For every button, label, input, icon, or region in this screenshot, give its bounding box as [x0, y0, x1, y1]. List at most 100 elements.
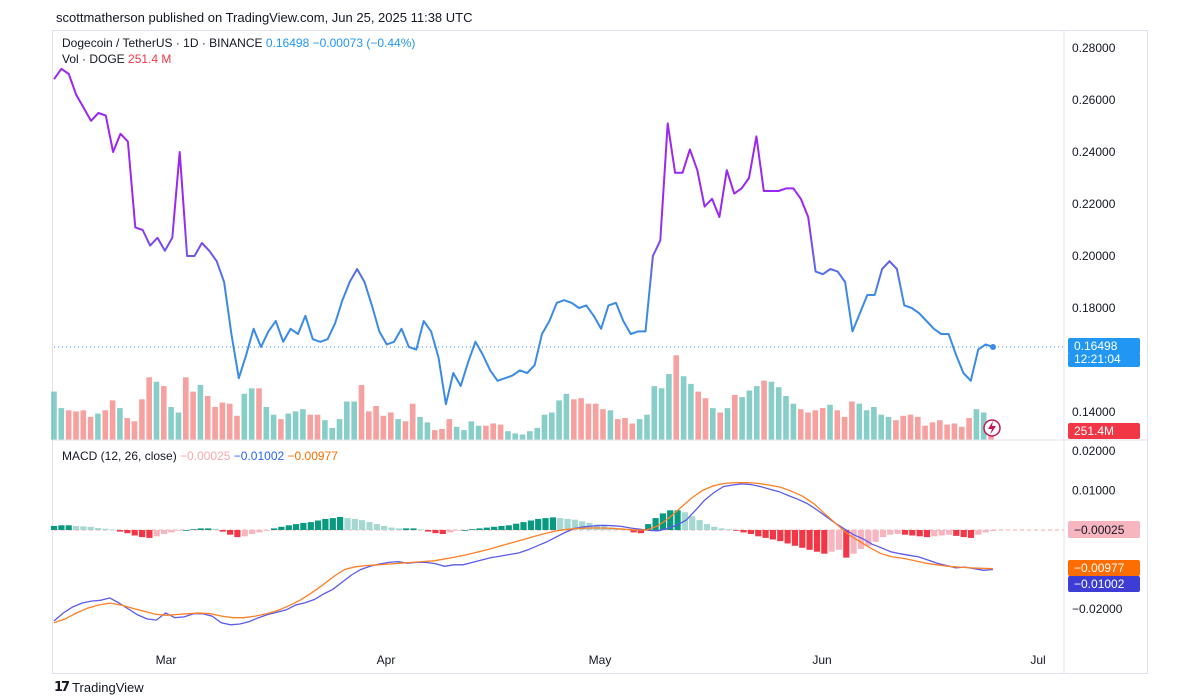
- axes: 0.28000 0.26000 0.24000 0.22000 0.20000 0.180…: [52, 30, 1148, 674]
- volume-bar: [680, 376, 687, 440]
- volume-bar: [351, 401, 357, 440]
- volume-bar: [475, 425, 482, 440]
- macd-hist-bar: [249, 530, 256, 534]
- volume-bar: [285, 413, 292, 440]
- volume-bar: [761, 380, 767, 440]
- volume-bar: [841, 416, 848, 440]
- volume-bar: [366, 411, 372, 440]
- volume-bar: [497, 424, 504, 440]
- price-tick-label: 0.14000: [1072, 405, 1116, 419]
- volume-bar: [73, 411, 79, 440]
- macd-hist-bar: [337, 517, 344, 530]
- macd-hist-bar: [520, 522, 527, 530]
- macd-hist-bar: [579, 521, 586, 530]
- macd-hist-bar: [909, 530, 916, 536]
- macd-hist-bar: [278, 526, 285, 530]
- volume-bar: [973, 409, 980, 440]
- volume-bar: [541, 414, 548, 440]
- volume-bar: [797, 409, 804, 440]
- volume-bar: [585, 403, 592, 440]
- tv-brand-text: TradingView: [72, 680, 144, 695]
- volume-bar: [937, 420, 943, 440]
- volume-bar: [483, 425, 489, 440]
- macd-hist-bar: [116, 530, 124, 532]
- volume-bar: [468, 421, 475, 440]
- macd-hist-bar: [175, 530, 182, 531]
- macd-hist-bar: [975, 530, 982, 535]
- macd-hist-bar: [388, 527, 395, 530]
- macd-line: [53, 483, 994, 626]
- volume-bar: [688, 383, 694, 440]
- macd-hist-bar: [483, 527, 490, 530]
- volume-bar: [636, 419, 643, 440]
- volume-bar: [666, 374, 672, 440]
- volume-bar: [175, 412, 182, 440]
- macd-hist-bar: [131, 530, 138, 536]
- macd-hist-bar: [65, 525, 72, 530]
- macd-hist-bar: [667, 510, 674, 531]
- volume-bar: [80, 410, 87, 440]
- macd-hist-bar: [476, 528, 483, 530]
- volume-bar: [915, 416, 921, 440]
- volume-bar: [212, 407, 218, 440]
- macd-hist-bar: [557, 518, 564, 530]
- volume-bar: [388, 412, 394, 440]
- macd-hist-bar: [447, 530, 454, 533]
- macd-hist-bar: [263, 530, 270, 531]
- countdown-badge-bg: [1068, 353, 1140, 367]
- macd-hist-bar: [139, 530, 146, 538]
- macd-hist-bar: [806, 530, 813, 550]
- macd-hist-bar: [689, 516, 696, 530]
- macd-hist-bar: [395, 528, 402, 530]
- macd-hist-bar: [146, 530, 153, 538]
- countdown-badge: 12:21:04: [1074, 352, 1121, 366]
- volume-value: 251.4 M: [128, 52, 172, 66]
- volume-bar: [109, 400, 116, 440]
- volume-bar: [380, 415, 387, 440]
- tradingview-logo[interactable]: 17 TradingView: [54, 680, 144, 695]
- x-tick-label: Jul: [1030, 653, 1045, 667]
- volume-bar: [270, 414, 277, 440]
- volume-bar: [519, 434, 526, 440]
- x-tick-label: Apr: [377, 653, 396, 667]
- price-tick-label: 0.20000: [1072, 249, 1116, 263]
- macd-hist-bar: [102, 528, 109, 530]
- macd-hist-bar: [916, 530, 923, 537]
- x-tick-label: Jun: [812, 653, 831, 667]
- publisher-caption: scottmatherson published on TradingView.…: [56, 10, 473, 25]
- volume-bar: [732, 394, 738, 440]
- macd-hist-bar: [989, 530, 997, 531]
- volume-bar: [702, 398, 709, 440]
- volume-bar: [746, 390, 753, 440]
- macd-hist-bar: [865, 530, 872, 546]
- macd-hist-bar: [366, 522, 373, 530]
- macd-hist-bar: [813, 530, 821, 552]
- macd-tick-label: −0.02000: [1072, 602, 1123, 616]
- lightning-icon: [988, 421, 996, 435]
- macd-hist-bar: [696, 520, 703, 530]
- macd-hist-bar: [256, 530, 263, 533]
- volume-bar: [607, 410, 614, 440]
- macd-hist-bar: [410, 528, 417, 530]
- macd-hist-bar: [234, 530, 241, 538]
- volume-bar: [95, 413, 101, 440]
- macd-hist-bar: [733, 530, 740, 531]
- volume-bar: [58, 408, 65, 440]
- volume-bar: [300, 409, 306, 440]
- macd-hist-bar: [571, 519, 578, 530]
- volume-bar: [161, 386, 167, 440]
- volume-bar: [856, 403, 863, 440]
- macd-hist-bar: [872, 530, 879, 542]
- volume-bar: [871, 407, 877, 440]
- macd-hist-bar: [755, 530, 762, 537]
- macd-hist-bar: [58, 525, 65, 530]
- volume-bar: [790, 403, 797, 440]
- macd-hist-bar: [72, 526, 80, 530]
- x-tick-label: Mar: [156, 653, 177, 667]
- macd-hist-bar: [967, 530, 975, 538]
- volume-bar: [622, 418, 628, 440]
- macd-hist-bar: [762, 530, 769, 538]
- macd-hist-bar: [711, 526, 718, 530]
- volume-bar: [527, 431, 533, 440]
